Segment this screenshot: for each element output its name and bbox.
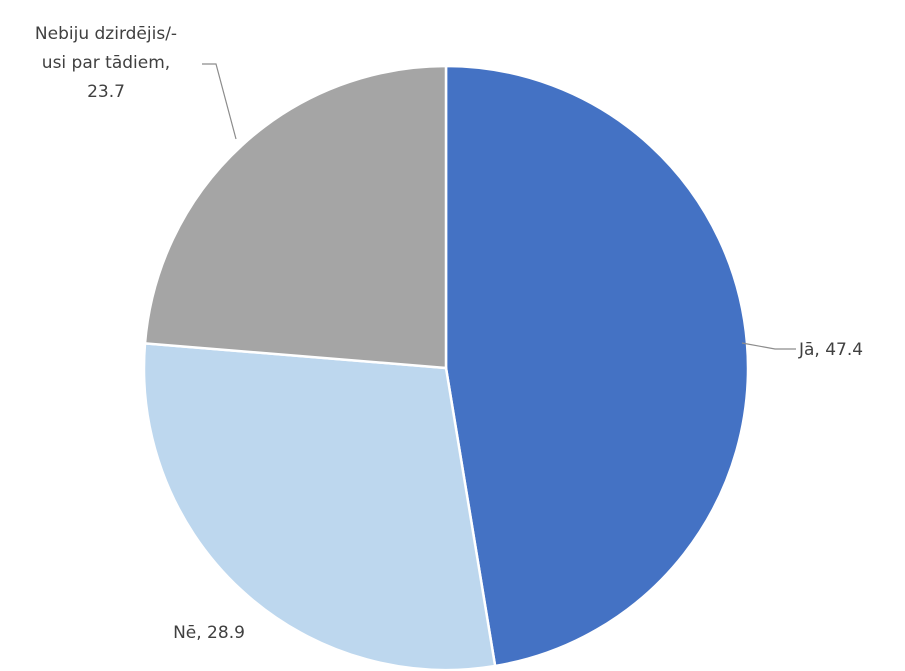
leader-lines: [202, 63, 796, 350]
pie-slices: [142, 64, 750, 671]
pie-slice-nebiju: [143, 64, 448, 370]
pie-slice-ja: [444, 64, 750, 668]
data-label-nebiju-line-1: Nebiju dzirdējis/-: [35, 24, 177, 44]
data-label-ne: Nē, 28.9: [173, 623, 245, 643]
leader-line-nebiju: [202, 63, 237, 140]
pie-slice-ne: [142, 342, 497, 671]
data-labels: Jā, 47.4 Nē, 28.9 Nebiju dzirdējis/- usi…: [35, 24, 863, 643]
data-label-nebiju-line-3: 23.7: [87, 82, 125, 102]
data-label-ja: Jā, 47.4: [798, 340, 863, 360]
leader-line-ja: [741, 342, 796, 350]
data-label-nebiju-line-2: usi par tādiem,: [42, 53, 170, 73]
